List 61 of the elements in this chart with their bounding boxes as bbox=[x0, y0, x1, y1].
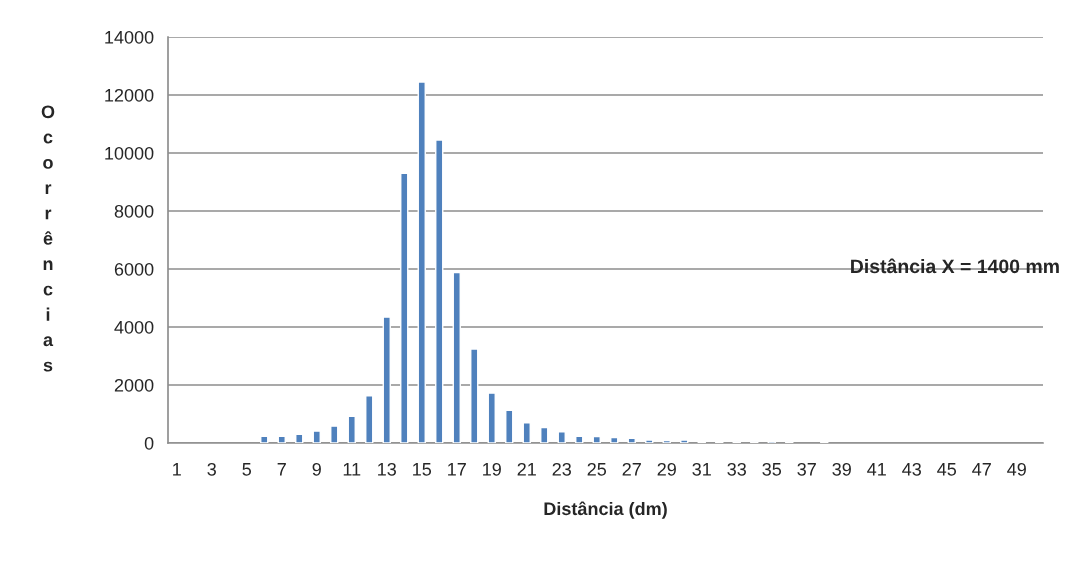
x-tick-label: 13 bbox=[378, 462, 396, 476]
x-tick-label: 41 bbox=[867, 463, 886, 476]
bar bbox=[452, 271, 461, 443]
y-tick-label: 12000 bbox=[105, 88, 154, 102]
bar bbox=[312, 430, 321, 443]
x-tick-label: 21 bbox=[517, 462, 536, 476]
x-tick-label: 37 bbox=[797, 462, 816, 476]
bar bbox=[575, 435, 584, 443]
text: Ocorrências bbox=[41, 105, 55, 372]
x-tick-label: 45 bbox=[937, 463, 957, 476]
bar bbox=[505, 409, 514, 443]
x-tick-label: 27 bbox=[622, 462, 641, 476]
x-tick-label: 49 bbox=[1007, 462, 1026, 476]
bar bbox=[680, 439, 689, 443]
annotation: Distância X = 1400 mm bbox=[851, 258, 1059, 274]
x-tick-label: 5 bbox=[242, 463, 252, 476]
bar bbox=[382, 316, 391, 443]
x-tick-label: 29 bbox=[657, 462, 676, 476]
x-tick-label: 25 bbox=[587, 462, 607, 476]
x-tick-label: 15 bbox=[413, 463, 432, 476]
bar bbox=[330, 425, 339, 443]
x-tick-label: 19 bbox=[483, 462, 501, 476]
x-tick-label: 9 bbox=[312, 462, 321, 476]
bar bbox=[260, 435, 269, 443]
bar bbox=[417, 81, 426, 443]
x-tick-label: 3 bbox=[207, 462, 216, 476]
y-tick-label: 10000 bbox=[105, 146, 154, 160]
bar bbox=[487, 392, 496, 443]
x-tick-label: 1 bbox=[173, 463, 181, 476]
bar bbox=[347, 415, 356, 443]
bar bbox=[295, 433, 304, 443]
bar bbox=[522, 422, 531, 443]
y-tick-label: 0 bbox=[144, 436, 154, 450]
y-tick-label: 8000 bbox=[114, 204, 154, 218]
bar bbox=[277, 435, 286, 443]
y-tick-label: 14000 bbox=[105, 30, 154, 44]
x-axis-title: Distância (dm) bbox=[544, 501, 667, 519]
bar bbox=[592, 435, 601, 443]
bar bbox=[435, 139, 444, 443]
y-tick-label: 6000 bbox=[114, 262, 154, 276]
x-tick-label: 43 bbox=[902, 462, 921, 476]
bar bbox=[400, 172, 409, 443]
bar bbox=[365, 395, 374, 443]
bar bbox=[470, 348, 479, 443]
bar bbox=[540, 426, 549, 443]
x-tick-label: 47 bbox=[972, 463, 991, 476]
x-tick-label: 23 bbox=[552, 462, 571, 476]
x-tick-label: 33 bbox=[727, 462, 746, 476]
bar bbox=[627, 437, 636, 443]
x-tick-label: 11 bbox=[343, 463, 361, 476]
y-tick-label: 2000 bbox=[114, 378, 154, 392]
y-tick-label: 4000 bbox=[114, 320, 154, 334]
bar bbox=[557, 430, 566, 443]
x-tick-label: 31 bbox=[692, 462, 711, 476]
bar bbox=[645, 439, 654, 443]
x-tick-label: 17 bbox=[448, 463, 466, 476]
bar bbox=[662, 439, 671, 443]
x-tick-label: 35 bbox=[762, 462, 782, 476]
x-tick-label: 39 bbox=[832, 462, 851, 476]
x-tick-label: 7 bbox=[277, 463, 286, 476]
bar bbox=[610, 436, 619, 443]
